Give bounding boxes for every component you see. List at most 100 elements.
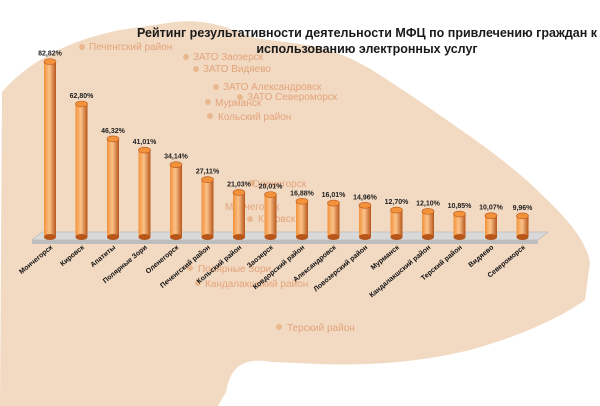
bar-base bbox=[296, 234, 308, 240]
value-label: 12,10% bbox=[416, 200, 441, 207]
map-dot bbox=[213, 84, 219, 90]
map-dot bbox=[205, 99, 211, 105]
map-label-kandalaksha: Кандалакшский район bbox=[205, 279, 308, 290]
map-label-severomorsk: ЗАТО Североморск bbox=[247, 92, 338, 103]
bar-body bbox=[390, 210, 403, 237]
map-label-monchegorsk: Мончегорск bbox=[225, 202, 280, 213]
value-label: 16,88% bbox=[290, 190, 315, 197]
value-label: 34,14% bbox=[164, 154, 189, 161]
bar-top bbox=[516, 212, 529, 220]
bar-base bbox=[170, 234, 182, 240]
bar-top bbox=[169, 161, 183, 169]
bar-body bbox=[75, 104, 88, 237]
map-label-kirovsk: Кировск bbox=[258, 214, 296, 225]
value-label: 46,32% bbox=[101, 128, 126, 135]
value-label: 41,01% bbox=[133, 139, 158, 146]
value-label: 12,70% bbox=[385, 199, 410, 206]
bar bbox=[75, 100, 88, 240]
bar bbox=[421, 208, 435, 240]
bar-base bbox=[359, 234, 371, 240]
bar-top bbox=[453, 210, 466, 218]
bar bbox=[232, 189, 246, 240]
map-dot bbox=[237, 94, 243, 100]
bar-top bbox=[421, 208, 435, 215]
bar-top bbox=[264, 191, 277, 198]
bar-top bbox=[295, 197, 309, 205]
map-label-tersky: Терский район bbox=[287, 323, 355, 334]
value-label: 16,01% bbox=[322, 192, 347, 199]
bar-top bbox=[358, 202, 372, 209]
value-label: 82,82% bbox=[38, 51, 63, 58]
value-labels-group: 82,82% 62,80% 46,32% 41,01% 34,14% 27,11% 21,0… bbox=[38, 51, 533, 212]
map-dot bbox=[79, 44, 85, 50]
bar-base bbox=[422, 234, 434, 240]
bar-body bbox=[107, 138, 119, 237]
bar-top bbox=[484, 212, 498, 219]
bar-body bbox=[485, 215, 497, 237]
map-label-murmansk: Мурманск bbox=[215, 98, 262, 109]
bar-base bbox=[44, 234, 56, 240]
region-map bbox=[0, 21, 590, 406]
bar-top bbox=[327, 199, 340, 207]
bar-top bbox=[106, 135, 120, 143]
bar-body bbox=[422, 211, 434, 237]
bar bbox=[264, 191, 277, 240]
bar-base bbox=[138, 234, 151, 240]
floor-front bbox=[32, 240, 538, 244]
bar bbox=[169, 161, 183, 240]
map-shape bbox=[0, 21, 590, 406]
value-label: 20,01% bbox=[259, 184, 284, 191]
bar-body bbox=[359, 205, 371, 237]
chart-title-line-2: использованию электронных услуг bbox=[256, 42, 477, 56]
bar bbox=[516, 212, 529, 240]
bar-body bbox=[296, 201, 308, 237]
bar bbox=[358, 202, 372, 240]
map-dot bbox=[183, 54, 189, 60]
bar bbox=[138, 146, 151, 240]
bar-base bbox=[201, 234, 214, 240]
chart-title: Рейтинг результативности деятельности МФ… bbox=[137, 26, 598, 56]
bar-top bbox=[138, 146, 151, 154]
bar-top bbox=[75, 100, 88, 108]
bar bbox=[295, 197, 309, 240]
bar-base bbox=[453, 234, 466, 240]
map-dot bbox=[249, 180, 255, 186]
bar-base bbox=[75, 234, 88, 240]
bar-body bbox=[170, 164, 182, 237]
map-dot bbox=[187, 265, 193, 271]
value-label: 62,80% bbox=[70, 93, 95, 100]
bar bbox=[106, 135, 120, 240]
map-dot bbox=[247, 216, 253, 222]
bar-body bbox=[264, 194, 277, 237]
map-dot bbox=[193, 66, 199, 72]
bar bbox=[201, 176, 214, 240]
map-dot bbox=[276, 324, 282, 330]
map-label-polyarnye-zori: Полярные Зори bbox=[198, 264, 271, 275]
bar-base bbox=[233, 234, 245, 240]
bar-base bbox=[327, 234, 340, 240]
bar-body bbox=[516, 215, 529, 237]
map-label-alexandrovsk: ЗАТО Александровск bbox=[223, 82, 322, 93]
bar-body bbox=[233, 192, 245, 237]
map-label-zaozersk: ЗАТО Заозерск bbox=[193, 52, 264, 63]
map-label-vidyaevo: ЗАТО Видяево bbox=[203, 64, 271, 75]
bar-body bbox=[44, 61, 56, 237]
map-dot bbox=[207, 113, 213, 119]
bar bbox=[484, 212, 498, 240]
value-label: 21,03% bbox=[227, 181, 252, 188]
map-label-olenegorsk: Оленегорск bbox=[252, 179, 307, 190]
bar bbox=[390, 206, 403, 240]
bar-base bbox=[264, 234, 277, 240]
map-dot bbox=[195, 280, 201, 286]
bar-body bbox=[327, 203, 340, 237]
map-label-pechenga: Печенгский район bbox=[89, 42, 172, 53]
chart-floor bbox=[30, 231, 550, 244]
value-label: 10,07% bbox=[479, 205, 504, 212]
bar bbox=[43, 58, 57, 240]
value-label: 27,11% bbox=[196, 169, 220, 176]
map-labels: Печенгский район ЗАТО Заозерск ЗАТО Видя… bbox=[79, 42, 355, 334]
bar-base bbox=[390, 234, 403, 240]
bar bbox=[453, 210, 466, 240]
